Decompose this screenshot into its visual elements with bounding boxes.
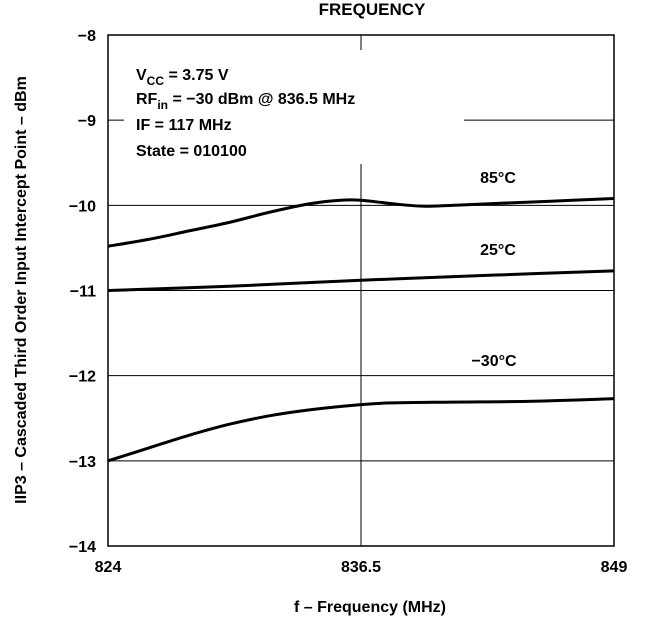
state-annotation: State = 010100 [136,143,247,160]
series-label-bg-1 [462,237,536,261]
y-tick-label: −14 [69,539,96,556]
y-tick-label: −9 [78,113,96,130]
series-label-2: −30°C [471,353,517,370]
y-tick-labels: −8 −9 −10 −11 −12 −13 −14 [69,28,96,556]
series-line-0 [107,197,615,248]
vcc-annotation: VCC = 3.75 V [136,67,229,88]
rf-annotation: RFin = −30 dBm @ 836.5 MHz [136,91,355,112]
y-tick-label: −13 [69,454,96,471]
series-label-0: 85°C [480,170,516,187]
annotation-background [124,50,464,164]
series-lines [107,197,615,463]
series-line-1 [107,269,615,292]
series-label-bg-2 [454,348,536,372]
series-line-2 [107,397,615,463]
y-tick-label: −11 [70,284,96,301]
series-label-bg-0 [462,165,536,189]
x-axis-label: f – Frequency (MHz) [294,599,446,616]
chart-title: FREQUENCY [319,0,426,19]
y-axis-label: IIP3 – Cascaded Third Order Input Interc… [13,76,30,504]
y-tick-label: −8 [78,28,96,45]
series-labels: 85°C 25°C −30°C [454,165,536,372]
x-tick-label: 836.5 [341,559,381,576]
annotation-box [124,50,464,164]
x-tick-label: 849 [601,559,628,576]
if-annotation: IF = 117 MHz [136,117,232,134]
y-tick-label: −10 [69,198,96,215]
x-tick-labels: 824 836.5 849 [95,559,628,576]
series-label-1: 25°C [480,242,516,259]
y-tick-label: −12 [69,369,96,386]
x-tick-label: 824 [95,559,122,576]
